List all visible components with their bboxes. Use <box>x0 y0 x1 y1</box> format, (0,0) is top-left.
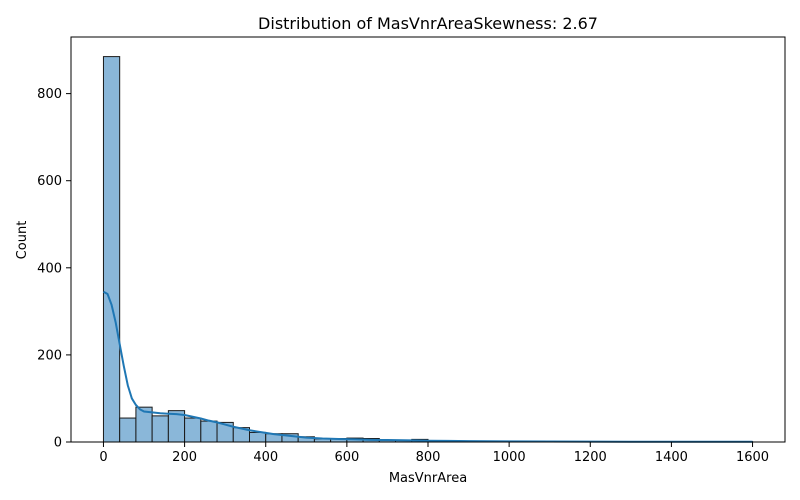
x-tick-label: 1000 <box>493 450 526 465</box>
x-tick-label: 1400 <box>655 450 688 465</box>
x-tick-label: 1200 <box>574 450 607 465</box>
histogram-bars <box>102 56 754 443</box>
histogram-bar <box>119 417 137 443</box>
y-tick-label: 200 <box>37 348 62 363</box>
y-tick-label: 400 <box>37 261 62 276</box>
y-axis-label: Count <box>15 221 30 260</box>
y-tick-label: 800 <box>37 87 62 102</box>
x-axis: 0 200 400 600 800 1000 1200 1400 1600 <box>99 442 769 465</box>
histogram-bar <box>102 56 121 443</box>
x-axis-label: MasVnrArea <box>389 471 467 486</box>
y-tick-label: 600 <box>37 174 62 189</box>
plot-frame <box>70 36 786 443</box>
x-tick-label: 200 <box>172 450 197 465</box>
histogram-bar <box>249 431 267 443</box>
x-tick-label: 1600 <box>736 450 769 465</box>
histogram-bar <box>200 420 218 443</box>
y-tick-label: 0 <box>54 436 62 451</box>
chart-title: Distribution of MasVnrAreaSkewness: 2.67 <box>258 14 598 33</box>
histogram-bar <box>184 417 202 443</box>
histogram-bar <box>151 415 169 443</box>
x-tick-label: 0 <box>99 450 107 465</box>
x-tick-label: 800 <box>416 450 441 465</box>
kde-curve <box>102 290 753 443</box>
x-tick-label: 400 <box>253 450 278 465</box>
x-tick-label: 600 <box>334 450 359 465</box>
y-axis: 0 200 400 600 800 <box>37 87 71 451</box>
